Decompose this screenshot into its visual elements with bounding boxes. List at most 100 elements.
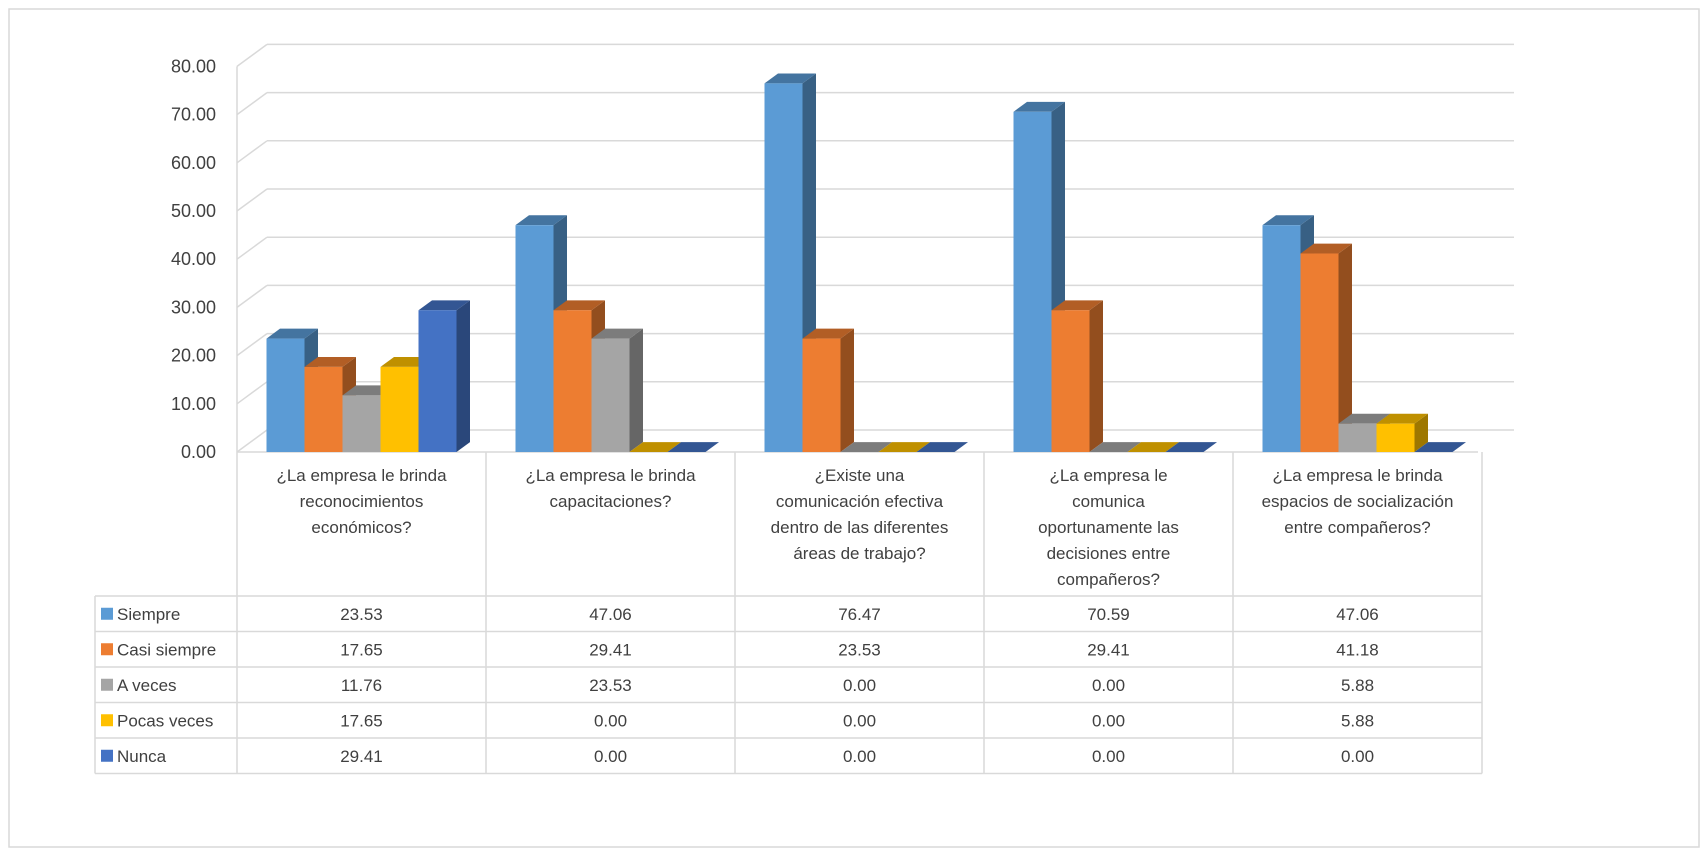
category-label-line: oportunamente las xyxy=(1038,518,1179,537)
bar-top-face xyxy=(916,442,968,452)
data-cell: 0.00 xyxy=(843,711,876,730)
bar-top-face xyxy=(266,328,318,339)
y-tick-label: 40.00 xyxy=(171,249,216,269)
bar-top-face xyxy=(1300,243,1352,254)
legend-label: A veces xyxy=(117,676,177,695)
bar-top-face xyxy=(1338,413,1390,424)
bar-side-face xyxy=(840,328,854,452)
bar-4-a-veces xyxy=(1089,442,1141,452)
bar-top-face xyxy=(1013,101,1065,112)
gridline-depth xyxy=(236,236,268,260)
bar-front-face xyxy=(1013,111,1052,453)
legend-key xyxy=(101,714,113,727)
data-cell: 0.00 xyxy=(1092,747,1125,766)
gridline-depth xyxy=(236,381,268,405)
data-cell: 0.00 xyxy=(1341,747,1374,766)
bar-side-face xyxy=(1414,413,1428,452)
data-cell: 23.53 xyxy=(838,640,881,659)
data-cell: 0.00 xyxy=(1092,676,1125,695)
bar-3-siempre xyxy=(764,73,816,453)
bar-2-nunca xyxy=(667,442,719,452)
category-label-line: compañeros? xyxy=(1057,570,1160,589)
bar-5-pocas-veces xyxy=(1376,413,1428,452)
bar-3-a-veces xyxy=(840,442,892,452)
bars xyxy=(266,73,1466,453)
bar-front-face xyxy=(553,310,592,452)
legend-label: Nunca xyxy=(117,747,167,766)
bar-top-face xyxy=(304,357,356,367)
gridline-depth xyxy=(236,91,268,116)
gridline-depth xyxy=(236,188,268,212)
bar-front-face xyxy=(1338,423,1377,452)
data-cell: 47.06 xyxy=(1336,605,1379,624)
bar-top-face xyxy=(515,215,567,226)
category-label: ¿Existe una comunicación efectiva dentro d… xyxy=(771,466,949,563)
bar-front-face xyxy=(304,366,343,452)
bar-4-pocas-veces xyxy=(1127,442,1179,452)
data-cell: 23.53 xyxy=(589,676,632,695)
bar-side-face xyxy=(629,328,643,452)
category-label: ¿La empresa le brinda espacios de sociali… xyxy=(1262,466,1454,537)
bar-3-pocas-veces xyxy=(878,442,930,452)
bar-front-face xyxy=(591,338,630,452)
bar-2-pocas-veces xyxy=(629,442,681,452)
bar-front-face xyxy=(380,366,419,452)
data-cell: 17.65 xyxy=(340,640,383,659)
data-cell: 47.06 xyxy=(589,605,632,624)
data-cell: 29.41 xyxy=(589,640,632,659)
category-label: ¿La empresa le brinda capacitaciones? xyxy=(525,466,696,511)
data-cell: 0.00 xyxy=(843,747,876,766)
bar-top-face xyxy=(840,442,892,452)
category-label-line: ¿La empresa le brinda xyxy=(525,466,696,485)
category-label-line: ¿La empresa le xyxy=(1049,466,1167,485)
bar-front-face xyxy=(1051,310,1090,452)
bar-top-face xyxy=(1051,300,1103,311)
y-tick-label: 0.00 xyxy=(181,442,216,462)
legend-label: Casi siempre xyxy=(117,640,216,659)
bar-front-face xyxy=(515,225,554,452)
bar-side-face xyxy=(1089,300,1103,452)
y-tick-label: 80.00 xyxy=(171,56,216,76)
category-label-line: áreas de trabajo? xyxy=(793,544,925,563)
category-label-line: comunicación efectiva xyxy=(776,492,944,511)
bar-front-face xyxy=(1376,423,1415,452)
bar-front-face xyxy=(342,395,381,452)
gridline-depth xyxy=(236,43,268,68)
bar-top-face xyxy=(1262,215,1314,226)
bar-top-face xyxy=(1376,413,1428,424)
data-cell: 0.00 xyxy=(594,747,627,766)
category-label-line: económicos? xyxy=(311,518,411,537)
y-axis-ticks: 0.00 10.00 20.00 30.00 40.00 50.00 60.00 70.00 8… xyxy=(171,56,216,462)
category-label: ¿La empresa le comunica oportunamente las d… xyxy=(1038,466,1179,589)
bar-3-nunca xyxy=(916,442,968,452)
bar-front-face xyxy=(802,338,841,452)
bar-top-face xyxy=(591,328,643,339)
bar-front-face xyxy=(764,83,803,452)
data-cell: 70.59 xyxy=(1087,605,1130,624)
data-cell: 0.00 xyxy=(843,676,876,695)
bar-front-face xyxy=(418,310,457,452)
bar-top-face xyxy=(1089,442,1141,452)
y-tick-label: 30.00 xyxy=(171,297,216,317)
bar-5-casi-siempre xyxy=(1300,243,1352,452)
bar-5-nunca xyxy=(1414,442,1466,452)
legend-key xyxy=(101,607,113,620)
bar-top-face xyxy=(629,442,681,452)
category-label-line: comunica xyxy=(1072,492,1145,511)
bar-front-face xyxy=(1300,253,1339,452)
category-label-line: ¿La empresa le brinda xyxy=(1272,466,1443,485)
category-label-line: espacios de socialización xyxy=(1262,492,1454,511)
bar-top-face xyxy=(553,300,605,311)
data-cell: 41.18 xyxy=(1336,640,1379,659)
bar-front-face xyxy=(1262,225,1301,452)
legend-label: Pocas veces xyxy=(117,711,213,730)
category-label-line: dentro de las diferentes xyxy=(771,518,949,537)
category-label-line: reconocimientos xyxy=(300,492,424,511)
bar-4-nunca xyxy=(1165,442,1217,452)
bar-top-face xyxy=(667,442,719,452)
y-tick-label: 70.00 xyxy=(171,105,216,125)
data-cell: 5.88 xyxy=(1341,711,1374,730)
category-label-line: entre compañeros? xyxy=(1284,518,1430,537)
legend-key xyxy=(101,678,113,691)
